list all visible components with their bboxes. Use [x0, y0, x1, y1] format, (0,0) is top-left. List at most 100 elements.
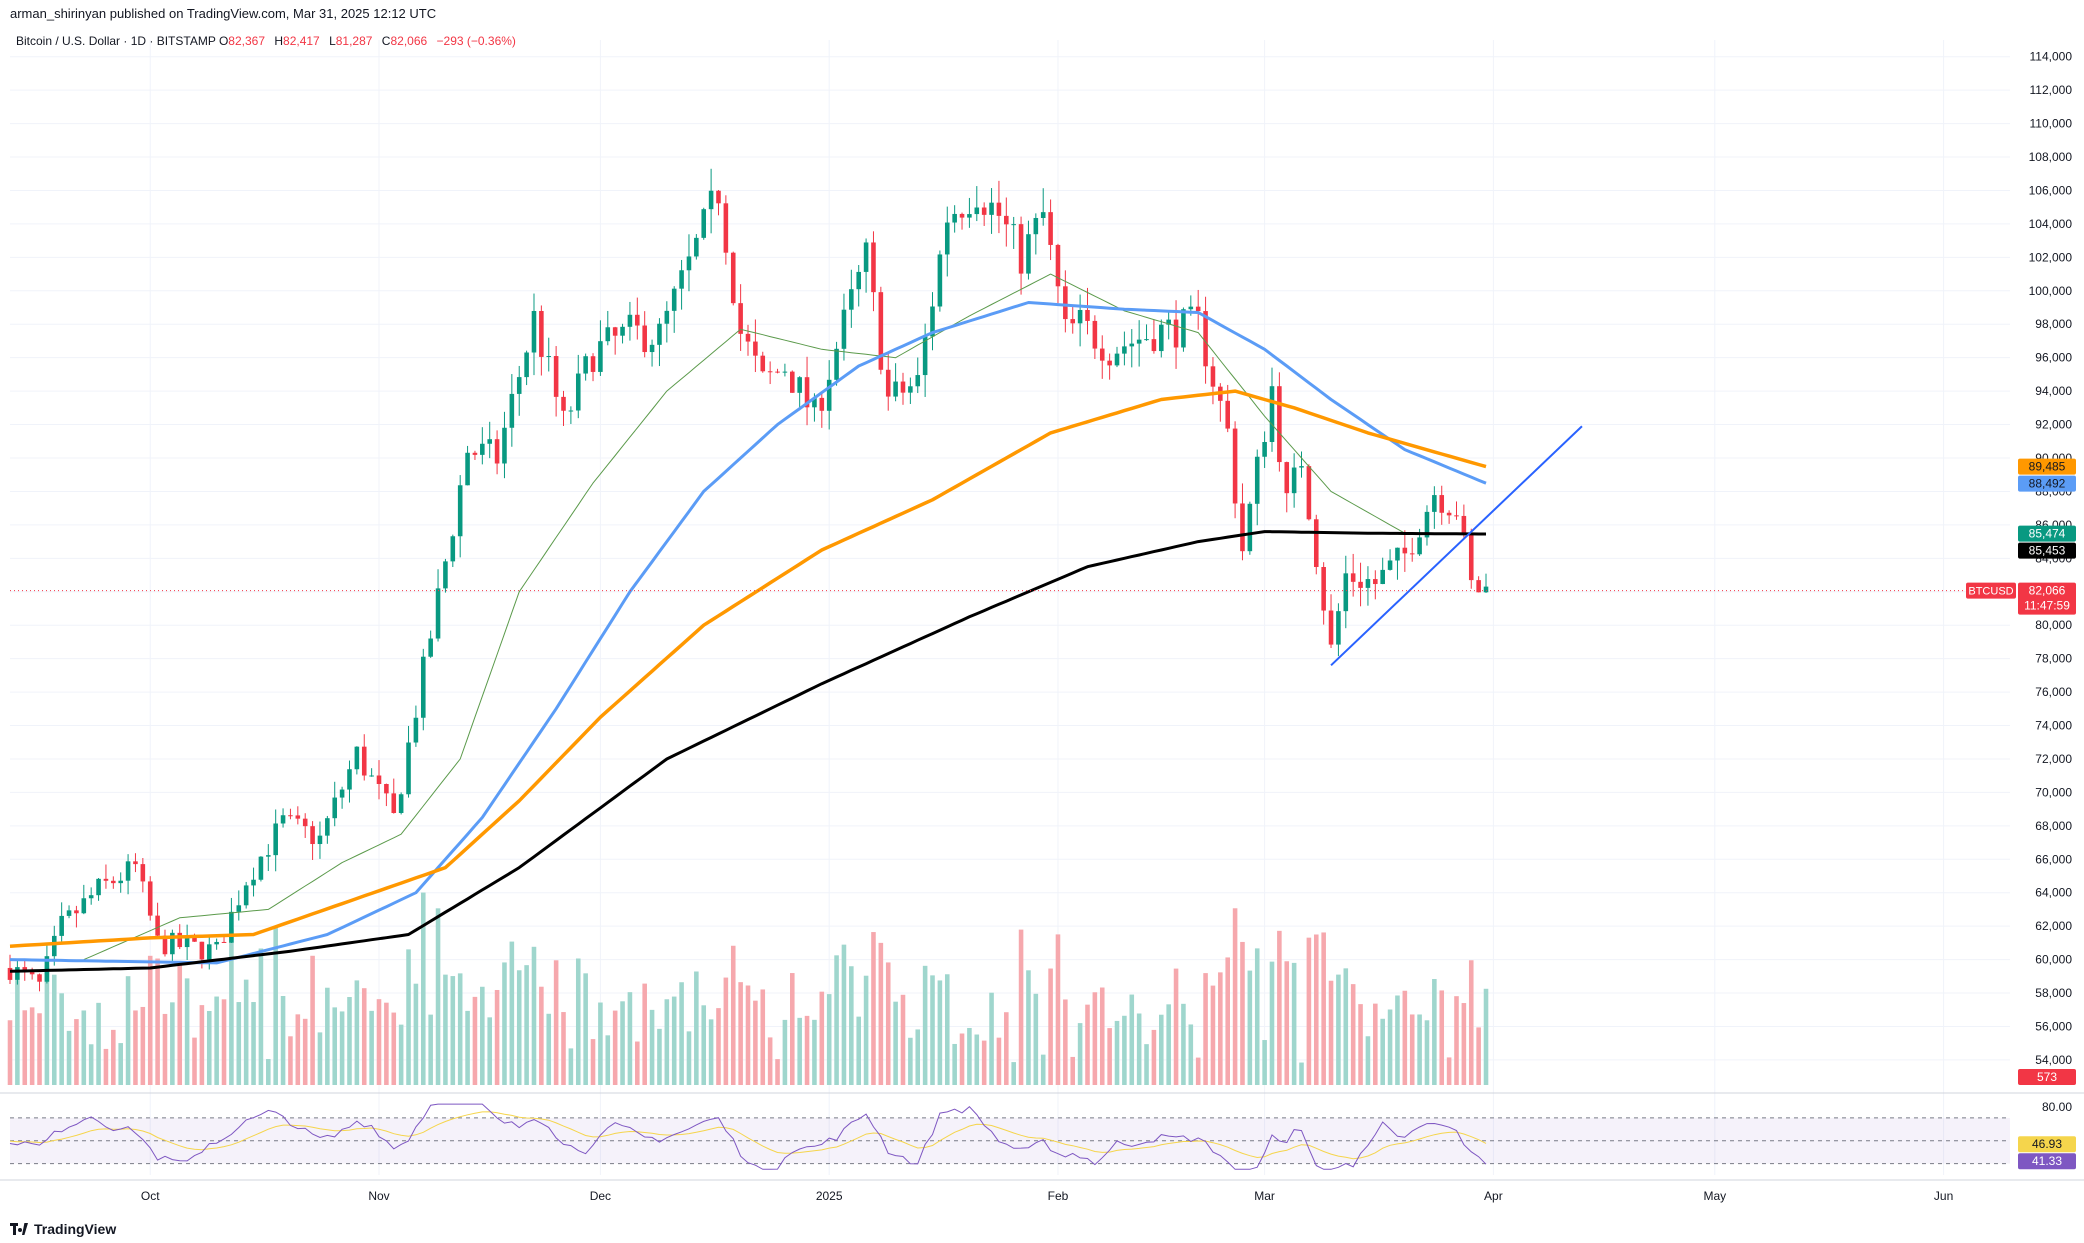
candle-body	[546, 356, 552, 358]
candle-body	[1247, 503, 1253, 552]
candle-body	[981, 207, 987, 215]
candle-body	[1225, 400, 1230, 429]
candle-body	[443, 561, 448, 589]
candle-body	[184, 937, 190, 948]
candle-body	[509, 393, 515, 428]
volume-bar	[1358, 1004, 1363, 1085]
volume-bar	[1468, 960, 1474, 1085]
volume-bar	[74, 1019, 79, 1085]
candle-body	[1402, 547, 1408, 554]
candle-body	[177, 932, 183, 948]
candle-body	[103, 878, 109, 881]
symbol-title[interactable]: Bitcoin / U.S. Dollar · 1D · BITSTAMP	[16, 34, 216, 48]
price-scale-labels: 89,485 88,492 85,474 85,453 BTCUSD 82,06611:4…	[1966, 458, 2076, 1170]
change-value: −293 (−0.36%)	[436, 34, 516, 48]
candle-body	[575, 373, 581, 411]
candle-body	[635, 314, 640, 326]
volume-bar	[273, 928, 278, 1085]
ma-price-label-bg	[2018, 542, 2076, 559]
volume-bar	[730, 945, 736, 1085]
ma-price-label: 85,474	[2029, 527, 2066, 541]
tradingview-logo[interactable]: TradingView	[10, 1221, 116, 1237]
candle-body	[826, 379, 832, 411]
candle-body	[908, 386, 913, 393]
x-tick-label: Feb	[1048, 1189, 1069, 1203]
candle-body	[1040, 212, 1046, 218]
candle-body	[1159, 324, 1164, 352]
candle-body	[1077, 309, 1083, 324]
x-tick-label: Jun	[1934, 1189, 1953, 1203]
volume-bar	[671, 996, 677, 1085]
volume-bar	[1269, 961, 1275, 1085]
candle-body	[480, 443, 485, 455]
volume-bar	[546, 1013, 552, 1085]
y-tick-label: 62,000	[2035, 919, 2072, 933]
y-tick-label: 80,000	[2035, 618, 2072, 632]
candle-body	[251, 879, 256, 886]
candle-body	[664, 310, 670, 324]
candle-body	[967, 214, 972, 218]
volume-bar	[649, 1009, 655, 1085]
volume-bar	[457, 973, 463, 1085]
volume-bar	[118, 1043, 123, 1085]
volume-bar	[37, 1013, 42, 1085]
volume-bar	[1055, 934, 1061, 1085]
volume-bar	[1004, 1012, 1009, 1085]
candle-body	[745, 333, 751, 342]
volume-bar	[1262, 1040, 1267, 1085]
candle-body	[51, 935, 57, 957]
volume-bar	[930, 975, 935, 1085]
candle-body	[590, 356, 596, 372]
volume-bar	[1210, 985, 1216, 1085]
candle-body	[302, 818, 308, 827]
candle-body	[1432, 495, 1437, 512]
volume-bar	[398, 1024, 404, 1085]
x-tick-label: Mar	[1254, 1189, 1275, 1203]
candle-body	[797, 377, 802, 393]
candle-body	[1358, 581, 1363, 588]
open-value: 82,367	[228, 34, 265, 48]
volume-bar	[1461, 1003, 1467, 1085]
volume-bar	[317, 1032, 323, 1085]
volume-bar	[908, 1037, 913, 1085]
volume-bar	[967, 1027, 972, 1085]
volume-bar	[1299, 1062, 1304, 1085]
candle-body	[133, 861, 138, 865]
volume-bar	[435, 908, 441, 1085]
volume-bar	[96, 1002, 101, 1085]
candle-body	[295, 815, 301, 819]
volume-bar	[1218, 972, 1223, 1085]
x-tick-label: Nov	[368, 1189, 389, 1203]
volume-bar	[583, 973, 588, 1085]
volume-bar	[221, 999, 227, 1085]
candle-body	[856, 271, 861, 290]
volume-bar	[15, 980, 20, 1085]
y-tick-label: 58,000	[2035, 986, 2072, 1000]
y-tick-label: 56,000	[2035, 1019, 2072, 1033]
candle-body	[1026, 234, 1031, 274]
volume-bar	[1254, 948, 1260, 1085]
volume-bar	[1144, 1044, 1149, 1085]
candle-body	[723, 203, 729, 253]
volume-bar	[258, 948, 264, 1085]
candle-body	[37, 974, 42, 982]
volume-bar	[140, 1006, 146, 1085]
candle-body	[1461, 515, 1467, 535]
candle-body	[568, 410, 574, 412]
candle-body	[7, 967, 13, 980]
candle-body	[88, 895, 94, 899]
volume-bar	[369, 1010, 374, 1085]
candle-body	[162, 935, 168, 955]
x-tick-label: Dec	[590, 1189, 611, 1203]
candle-body	[804, 377, 810, 408]
candle-body	[996, 202, 1002, 216]
candle-body	[1173, 319, 1179, 348]
volume-bar	[1040, 1054, 1046, 1085]
ma-price-label: 88,492	[2029, 477, 2066, 491]
volume-bar	[974, 1034, 980, 1085]
rsi-tick-label: 80.00	[2042, 1100, 2072, 1114]
volume-bar	[280, 996, 286, 1085]
candle-body	[598, 341, 603, 372]
candle-body	[15, 967, 20, 980]
